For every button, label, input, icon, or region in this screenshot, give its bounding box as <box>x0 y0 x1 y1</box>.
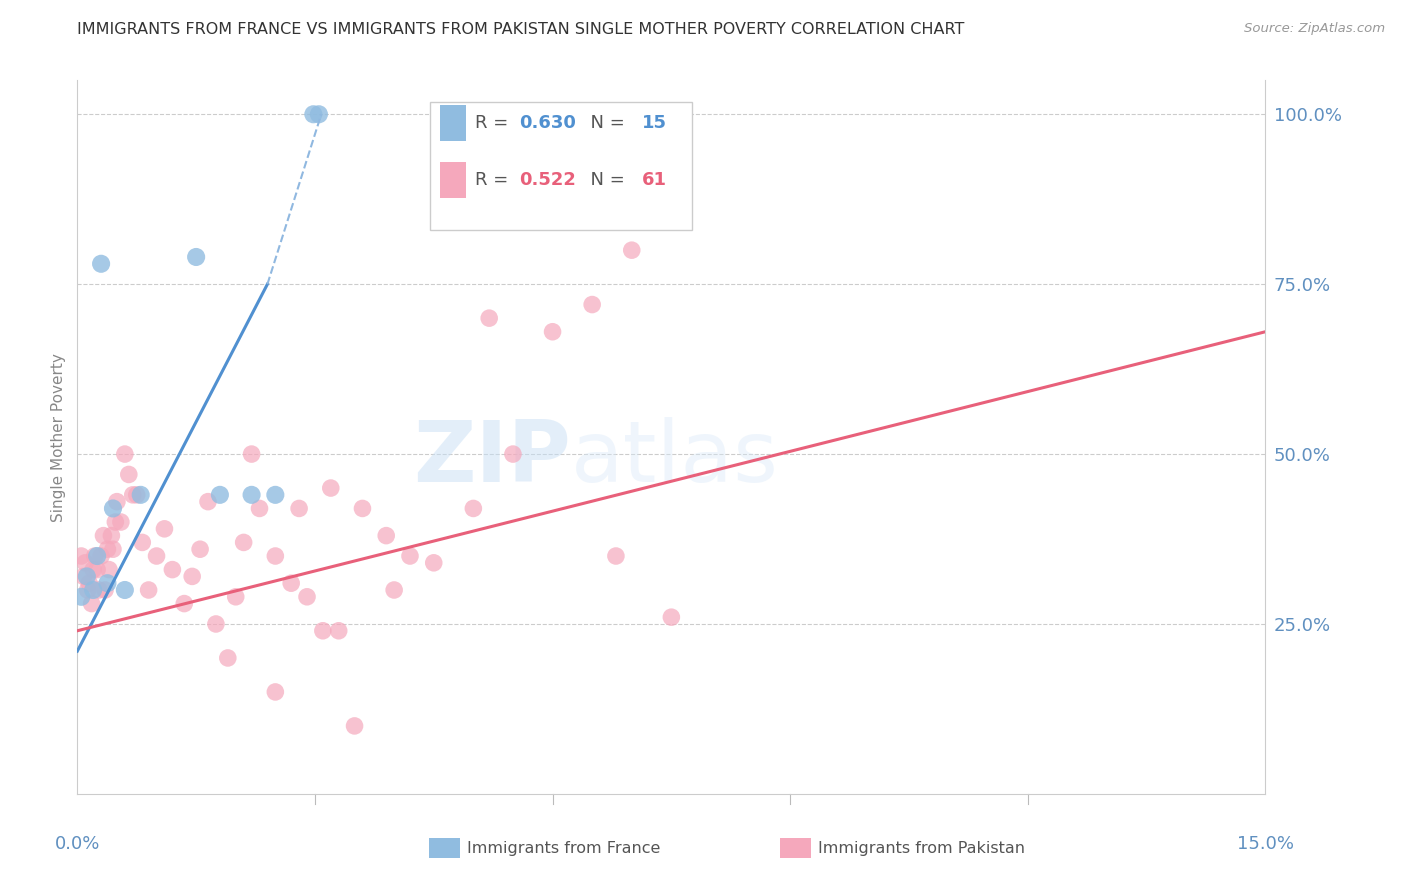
Point <box>138 582 160 597</box>
Point <box>208 488 231 502</box>
Point <box>240 488 263 502</box>
Text: N =: N = <box>579 114 630 132</box>
Point <box>205 617 228 632</box>
Text: 0.0%: 0.0% <box>55 835 100 853</box>
Text: 15: 15 <box>641 114 666 132</box>
Point <box>463 501 485 516</box>
Point <box>114 447 136 461</box>
Text: ZIP: ZIP <box>412 417 571 500</box>
Point <box>502 447 524 461</box>
Point <box>98 563 121 577</box>
Point <box>197 494 219 508</box>
Y-axis label: Single Mother Poverty: Single Mother Poverty <box>51 352 66 522</box>
Point <box>225 590 247 604</box>
Point <box>100 528 122 542</box>
Point <box>86 549 108 563</box>
Text: Immigrants from France: Immigrants from France <box>467 841 661 855</box>
Point <box>93 528 115 542</box>
Text: R =: R = <box>475 171 515 189</box>
Point <box>328 624 350 638</box>
Point <box>145 549 167 563</box>
Point <box>478 311 501 326</box>
Point <box>541 325 564 339</box>
Text: R =: R = <box>475 114 515 132</box>
Point <box>319 481 342 495</box>
Point <box>114 582 136 597</box>
Point <box>125 488 148 502</box>
Point <box>661 610 683 624</box>
Point <box>105 494 128 508</box>
Text: Immigrants from Pakistan: Immigrants from Pakistan <box>818 841 1025 855</box>
Bar <box>440 162 465 198</box>
Point <box>104 515 127 529</box>
Point <box>581 297 603 311</box>
Point <box>399 549 422 563</box>
Point <box>264 488 287 502</box>
Point <box>96 576 118 591</box>
Point <box>83 549 105 563</box>
Point <box>312 624 335 638</box>
Bar <box>430 102 692 230</box>
Point <box>308 107 330 121</box>
Point <box>96 542 118 557</box>
Point <box>80 597 103 611</box>
Point <box>264 685 287 699</box>
Text: atlas: atlas <box>571 417 779 500</box>
Bar <box>440 105 465 141</box>
Point <box>188 542 211 557</box>
Point <box>186 250 208 264</box>
Point <box>87 582 110 597</box>
Point <box>162 563 184 577</box>
Point <box>295 590 318 604</box>
Point <box>217 651 239 665</box>
Point <box>90 549 112 563</box>
Point <box>90 257 112 271</box>
Point <box>131 535 153 549</box>
Point <box>70 590 93 604</box>
Point <box>240 447 263 461</box>
Point <box>173 597 195 611</box>
Text: IMMIGRANTS FROM FRANCE VS IMMIGRANTS FROM PAKISTAN SINGLE MOTHER POVERTY CORRELA: IMMIGRANTS FROM FRANCE VS IMMIGRANTS FRO… <box>77 22 965 37</box>
Point <box>101 501 124 516</box>
Point <box>121 488 143 502</box>
Text: 61: 61 <box>641 171 666 189</box>
Text: 0.630: 0.630 <box>519 114 576 132</box>
Text: 0.522: 0.522 <box>519 171 576 189</box>
Point <box>75 556 97 570</box>
Point <box>118 467 141 482</box>
Point <box>77 576 100 591</box>
Point <box>352 501 374 516</box>
Text: N =: N = <box>579 171 630 189</box>
Point <box>343 719 366 733</box>
Point <box>153 522 176 536</box>
Point <box>605 549 627 563</box>
Point <box>110 515 132 529</box>
Point <box>264 549 287 563</box>
Text: Source: ZipAtlas.com: Source: ZipAtlas.com <box>1244 22 1385 36</box>
Point <box>288 501 311 516</box>
Point <box>76 569 98 583</box>
Point <box>423 556 446 570</box>
Point <box>73 569 96 583</box>
Point <box>82 582 104 597</box>
Point <box>86 563 108 577</box>
Point <box>70 549 93 563</box>
Point <box>82 563 104 577</box>
Point <box>101 542 124 557</box>
Point <box>620 243 643 257</box>
Point <box>181 569 204 583</box>
Point <box>280 576 302 591</box>
Text: 15.0%: 15.0% <box>1237 835 1294 853</box>
Point <box>94 582 117 597</box>
Point <box>382 582 405 597</box>
Point <box>375 528 398 542</box>
Point <box>129 488 152 502</box>
Point <box>76 582 98 597</box>
Point <box>249 501 271 516</box>
Point <box>232 535 254 549</box>
Point <box>302 107 325 121</box>
